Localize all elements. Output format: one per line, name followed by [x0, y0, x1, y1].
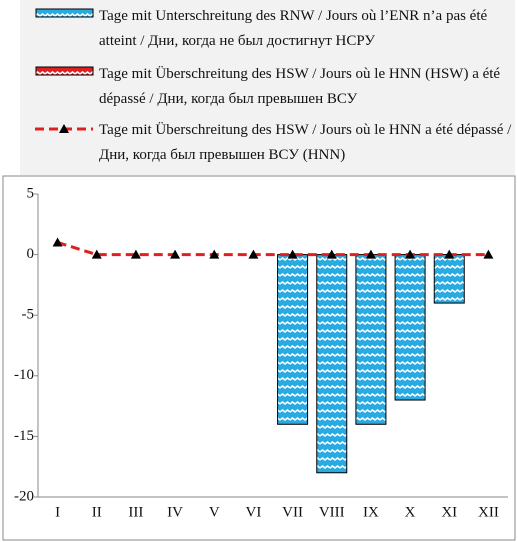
bar — [277, 254, 309, 425]
bar — [433, 254, 465, 304]
legend-label: Tage mit Überschreitung des HSW / Jours … — [99, 66, 501, 107]
x-tick-label: XII — [478, 504, 499, 520]
chart-border — [2, 175, 516, 541]
line — [57, 241, 489, 257]
marker — [287, 249, 298, 259]
legend-entry: Tage mit Überschreitung des HSW / Jours … — [35, 62, 518, 112]
marker — [52, 237, 63, 247]
marker — [248, 249, 259, 259]
x-tick-label: V — [209, 504, 220, 520]
x-tick-label: X — [405, 504, 416, 520]
legend-swatch — [35, 66, 94, 76]
y-tick-label: -15 — [14, 428, 34, 444]
legend-icon — [35, 66, 94, 76]
legend-icon — [35, 8, 94, 18]
bar — [355, 254, 387, 425]
legend-icon — [35, 124, 93, 133]
legend-swatch — [35, 8, 94, 18]
legend-entry: Tage mit Unterschreitung des RNW / Jours… — [35, 4, 518, 54]
x-tick-label: VII — [282, 504, 303, 520]
x-tick-label: II — [92, 504, 102, 520]
x-tick-label: IX — [363, 504, 379, 520]
x-tick-label: XI — [441, 504, 457, 520]
y-tick-label: -5 — [22, 307, 35, 323]
legend: Tage mit Unterschreitung des RNW / Jours… — [20, 0, 515, 175]
marker — [365, 249, 376, 259]
y-tick-label: 5 — [27, 185, 35, 201]
y-tick-label: -20 — [14, 488, 34, 504]
marker — [209, 249, 220, 259]
bar — [316, 254, 348, 474]
y-tick-label: 0 — [27, 246, 35, 262]
legend-label: Tage mit Unterschreitung des RNW / Jours… — [99, 8, 488, 49]
x-tick-label: IV — [167, 504, 183, 520]
legend-marker — [59, 124, 69, 133]
x-tick-label: III — [128, 504, 143, 520]
marker — [405, 249, 416, 259]
marker — [130, 249, 141, 259]
marker — [483, 249, 494, 259]
y-tick-label: -10 — [14, 367, 34, 383]
x-tick-label: I — [55, 504, 60, 520]
bar — [394, 254, 426, 401]
marker — [444, 249, 455, 259]
marker — [170, 249, 181, 259]
legend-label: Tage mit Überschreitung des HSW / Jours … — [99, 122, 512, 163]
legend-entry: Tage mit Überschreitung des HSW / Jours … — [35, 118, 518, 168]
x-tick-label: VI — [246, 504, 262, 520]
x-tick-label: VIII — [319, 504, 345, 520]
marker — [326, 249, 337, 259]
marker — [91, 249, 102, 259]
